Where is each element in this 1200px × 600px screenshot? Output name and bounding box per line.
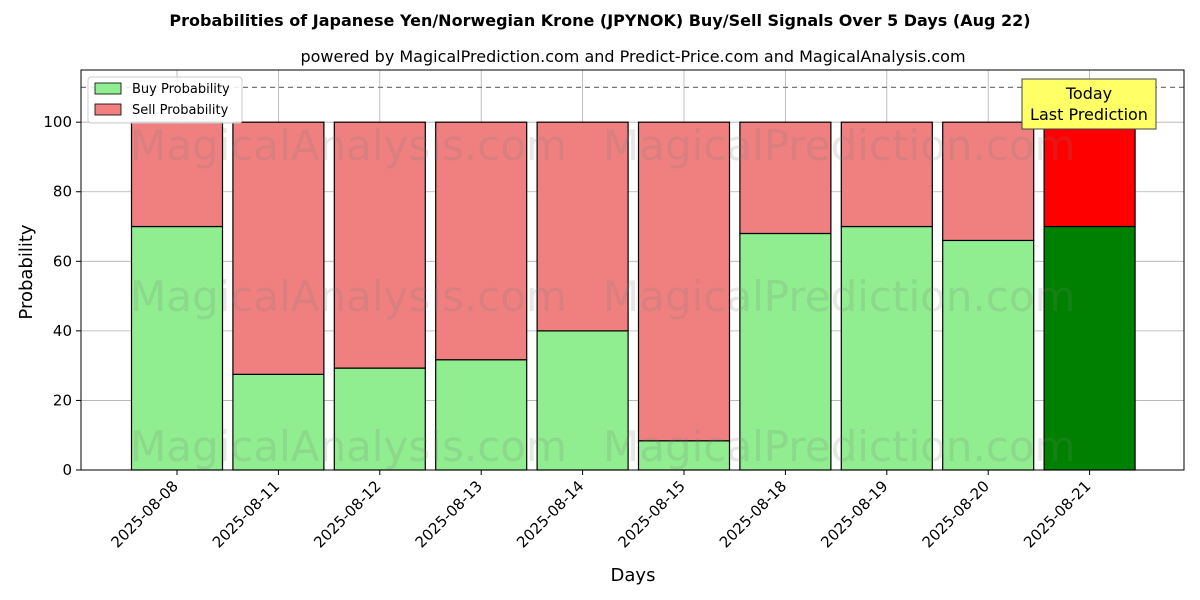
x-axis-label: Days bbox=[611, 565, 656, 586]
watermark-text: MagicalAnalysis.com bbox=[130, 422, 567, 471]
watermark-text: MagicalPrediction.com bbox=[603, 272, 1076, 321]
y-tick-label: 20 bbox=[53, 391, 72, 409]
bar-sell-2025-08-21 bbox=[1043, 121, 1136, 228]
legend-label-sell: Sell Probability bbox=[132, 103, 229, 118]
watermark-text: MagicalAnalysis.com bbox=[130, 272, 567, 321]
x-tick-label: 2025-08-20 bbox=[919, 477, 993, 551]
annotation-line2: Last Prediction bbox=[1030, 105, 1148, 124]
x-tick-label: 2025-08-13 bbox=[412, 477, 486, 551]
bar-sell-2025-08-12 bbox=[333, 121, 426, 369]
x-tick-label: 2025-08-18 bbox=[716, 477, 790, 551]
bar-sell-2025-08-18 bbox=[739, 121, 832, 235]
bar-sell-2025-08-19 bbox=[840, 121, 933, 228]
bar-buy-2025-08-14 bbox=[536, 330, 629, 471]
today-annotation: Today Last Prediction bbox=[1021, 78, 1157, 130]
x-tick-label: 2025-08-15 bbox=[614, 477, 688, 551]
y-tick-label: 40 bbox=[53, 322, 72, 340]
watermark-layer: MagicalAnalysis.com MagicalPrediction.com… bbox=[130, 121, 1076, 471]
bar-sell-2025-08-13 bbox=[435, 121, 528, 361]
bar-buy-2025-08-12 bbox=[333, 367, 426, 471]
x-tick-label: 2025-08-19 bbox=[817, 477, 891, 551]
annotation-box bbox=[1021, 78, 1157, 130]
y-tick-label: 60 bbox=[53, 252, 72, 270]
x-tick-label: 2025-08-21 bbox=[1020, 477, 1094, 551]
y-tick-label: 0 bbox=[62, 461, 72, 479]
bar-sell-2025-08-14 bbox=[536, 121, 629, 332]
bar-sell-2025-08-11 bbox=[232, 121, 325, 375]
y-tick-label: 100 bbox=[43, 113, 72, 131]
y-axis-label: Probability bbox=[16, 224, 37, 319]
legend-swatch-sell bbox=[94, 103, 122, 116]
y-tick-label: 80 bbox=[53, 183, 72, 201]
annotation-line1: Today bbox=[1065, 84, 1112, 103]
chart-subtitle: powered by MagicalPrediction.com and Pre… bbox=[300, 47, 965, 66]
legend-label-buy: Buy Probability bbox=[132, 82, 230, 97]
watermark-text: MagicalPrediction.com bbox=[603, 121, 1076, 170]
bars-layer bbox=[81, 86, 1184, 471]
bar-buy-2025-08-19 bbox=[840, 225, 933, 471]
bar-buy-2025-08-21 bbox=[1043, 225, 1136, 471]
plot-frame bbox=[80, 69, 1185, 471]
bar-sell-2025-08-08 bbox=[130, 121, 224, 228]
watermark-text: MagicalAnalysis.com bbox=[130, 121, 567, 170]
x-tick-label: 2025-08-14 bbox=[513, 477, 587, 551]
bar-buy-2025-08-18 bbox=[739, 232, 832, 471]
legend-frame bbox=[87, 76, 243, 124]
bar-buy-2025-08-20 bbox=[942, 239, 1035, 471]
legend: Buy Probability Sell Probability bbox=[87, 76, 243, 124]
x-tick-label: 2025-08-12 bbox=[310, 477, 384, 551]
bar-sell-2025-08-15 bbox=[637, 121, 731, 442]
x-tick-label: 2025-08-11 bbox=[209, 477, 283, 551]
bar-sell-2025-08-20 bbox=[942, 121, 1035, 242]
bar-buy-2025-08-08 bbox=[130, 225, 224, 471]
chart-title: Probabilities of Japanese Yen/Norwegian … bbox=[169, 11, 1030, 30]
x-tick-label: 2025-08-08 bbox=[107, 477, 181, 551]
watermark-text: MagicalPrediction.com bbox=[603, 422, 1076, 471]
legend-swatch-buy bbox=[94, 82, 122, 95]
